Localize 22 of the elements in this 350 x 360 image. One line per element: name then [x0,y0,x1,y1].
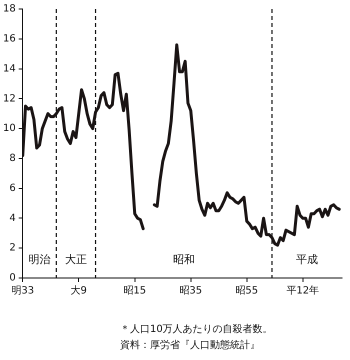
annotation: 昭和 [172,252,195,266]
x-tick-label: 昭35 [179,286,202,297]
text: ＊人口10万人あたりの自殺者数。 [120,322,273,337]
y-tick-label: 18 [2,4,16,15]
x-tick-label: 昭15 [123,286,146,297]
y-tick-label: 8 [9,153,16,164]
y-tick-label: 10 [2,123,16,134]
x-tick-label: 平12年 [286,284,320,297]
annotation: 明治 [28,252,51,266]
y-tick-label: 2 [9,242,16,254]
annotation: 平成 [296,252,318,266]
annotation: 大正 [64,252,87,266]
y-tick-label: 16 [2,33,16,44]
y-tick-label: 4 [9,212,16,224]
x-tick-label: 大9 [70,284,87,297]
text: 資料：厚労省『人口動態統計』 [120,338,261,353]
y-tick-label: 6 [9,182,16,194]
x-tick-label: 昭55 [235,286,258,297]
y-tick-label: 14 [2,63,16,74]
y-tick-label: 0 [9,272,16,284]
x-tick-label: 明33 [11,286,34,297]
y-tick-label: 12 [2,93,16,104]
